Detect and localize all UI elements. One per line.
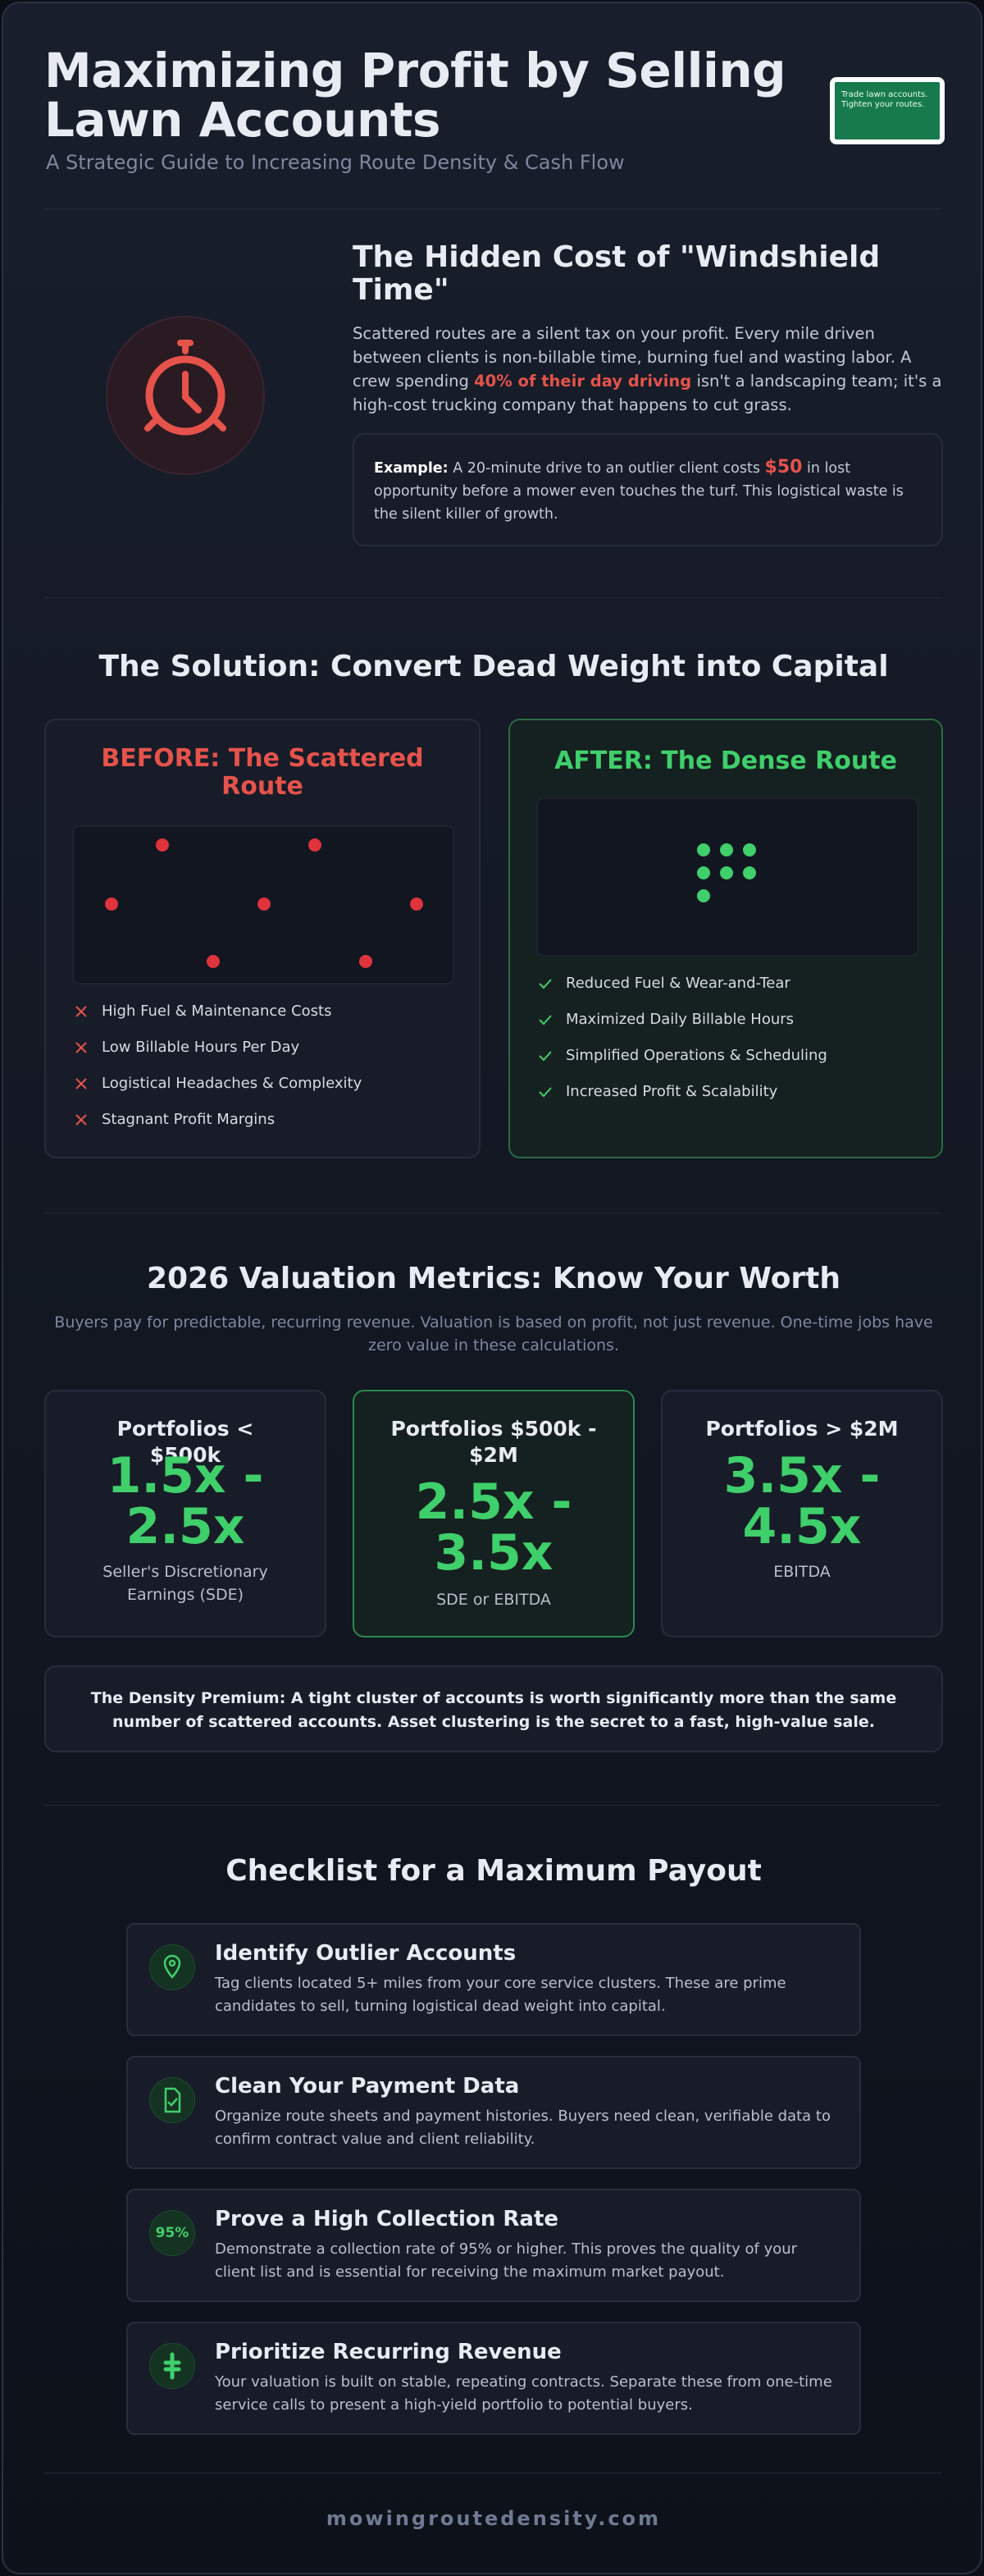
checklist-item: 95% Prove a High Collection Rate Demonstra… xyxy=(126,2189,861,2302)
bullet-icon xyxy=(75,1078,87,1089)
list-item: Low Billable Hours Per Day xyxy=(74,1039,299,1056)
bullet-icon xyxy=(539,1015,552,1025)
text: isn't a landscaping team; it's a high-co… xyxy=(353,372,942,414)
thumbnail: Trade lawn accounts. Tighten your routes… xyxy=(830,77,945,144)
multiple: 3.5x - 4.5x xyxy=(723,1447,881,1555)
valuation-card: Portfolios $500k - $2M 2.5x - 3.5x SDE or … xyxy=(353,1390,635,1637)
list-text: Increased Profit & Scalability xyxy=(566,1083,778,1100)
checklist-item: Clean Your Payment Data Organize route sh… xyxy=(126,2056,861,2169)
divider xyxy=(44,208,941,209)
item-icon xyxy=(149,1944,195,1990)
bullet-icon xyxy=(539,1087,552,1098)
basis: Seller's Discretionary Earnings (SDE) xyxy=(102,1563,268,1604)
bullet-icon xyxy=(75,1114,87,1126)
divider xyxy=(44,1805,941,1806)
list-text: Low Billable Hours Per Day xyxy=(102,1039,300,1056)
after-card: AFTER: The Dense Route Reduced Fuel & We… xyxy=(508,719,943,1158)
bullet-icon xyxy=(539,979,552,989)
list-item: Simplified Operations & Scheduling xyxy=(538,1047,827,1064)
item-title: Prioritize Recurring Revenue xyxy=(215,2340,562,2364)
highlight: 40% of their day driving xyxy=(474,372,692,391)
title-line: Lawn Accounts xyxy=(44,92,441,148)
list-text: High Fuel & Maintenance Costs xyxy=(102,1003,332,1020)
text: A 20-minute drive to an outlier client c… xyxy=(448,460,765,477)
body-text: Scattered routes are a silent tax on you… xyxy=(353,322,943,417)
badge: 95% xyxy=(155,2225,189,2241)
title: Maximizing Profit by Selling Lawn Account… xyxy=(44,46,786,144)
list-item: Reduced Fuel & Wear-and-Tear xyxy=(538,975,790,992)
multiple: 1.5x - 2.5x xyxy=(107,1447,264,1555)
list-item: High Fuel & Maintenance Costs xyxy=(74,1003,331,1020)
item-title: Clean Your Payment Data xyxy=(215,2074,520,2099)
label: Example: xyxy=(374,460,449,477)
list-item: Stagnant Profit Margins xyxy=(74,1111,275,1128)
valuation-card: Portfolios < $500k 1.5x - 2.5x Seller's Di… xyxy=(44,1390,326,1637)
section-title: The Solution: Convert Dead Weight into C… xyxy=(98,650,889,683)
list-text: Maximized Daily Billable Hours xyxy=(566,1011,795,1028)
item-icon: 95% xyxy=(149,2210,195,2256)
list-item: Increased Profit & Scalability xyxy=(538,1083,777,1100)
item-text: Demonstrate a collection rate of 95% or … xyxy=(215,2240,798,2281)
bullet-icon xyxy=(75,1042,87,1053)
footer: mowingroutedensity.com xyxy=(326,2507,662,2530)
subtitle: A Strategic Guide to Increasing Route De… xyxy=(46,151,625,174)
item-title: Identify Outlier Accounts xyxy=(215,1941,517,1966)
multiple: 2.5x - 3.5x xyxy=(415,1473,572,1582)
card-label: Portfolios > $2M xyxy=(705,1417,899,1441)
list-text: Simplified Operations & Scheduling xyxy=(566,1047,827,1064)
item-text: Organize route sheets and payment histor… xyxy=(215,2108,831,2148)
thumbnail-text: Trade lawn accounts. Tighten your routes… xyxy=(841,90,928,109)
item-text: Your valuation is built on stable, repea… xyxy=(215,2373,832,2414)
item-icon xyxy=(149,2077,195,2123)
highlight: $50 xyxy=(764,457,803,477)
item-title: Prove a High Collection Rate xyxy=(215,2207,559,2231)
section-title: Checklist for a Maximum Payout xyxy=(226,1854,762,1888)
card-label: Portfolios $500k - $2M xyxy=(390,1417,597,1467)
basis: EBITDA xyxy=(773,1563,831,1581)
icon xyxy=(163,2352,181,2380)
valuation-card: Portfolios > $2M 3.5x - 4.5x EBITDA xyxy=(661,1390,943,1637)
route-map xyxy=(536,797,918,957)
list-text: Reduced Fuel & Wear-and-Tear xyxy=(566,975,790,992)
list-text: Stagnant Profit Margins xyxy=(102,1111,276,1128)
bullet-icon xyxy=(539,1051,552,1062)
item-icon xyxy=(149,2343,195,2389)
title-line: Maximizing Profit by Selling xyxy=(44,43,786,98)
density-premium: The Density Premium: A tight cluster of … xyxy=(44,1665,943,1752)
icon xyxy=(164,2087,181,2113)
checklist-item: Identify Outlier Accounts Tag clients loc… xyxy=(126,1923,861,2036)
clock-icon xyxy=(106,316,265,475)
route-map xyxy=(72,825,454,984)
checklist-item: Prioritize Recurring Revenue Your valuati… xyxy=(126,2322,861,2435)
divider xyxy=(44,597,941,598)
card-title: AFTER: The Dense Route xyxy=(554,747,897,775)
before-card: BEFORE: The Scattered Route High Fuel & … xyxy=(44,719,481,1158)
example-box: Example: A 20-minute drive to an outlier… xyxy=(353,433,943,546)
section-title: 2026 Valuation Metrics: Know Your Worth xyxy=(146,1262,841,1295)
basis: SDE or EBITDA xyxy=(436,1591,551,1609)
bullet-icon xyxy=(75,1006,87,1017)
card-label: Portfolios < $500k xyxy=(116,1417,254,1467)
section-subtitle: Buyers pay for predictable, recurring re… xyxy=(54,1313,933,1354)
list-item: Maximized Daily Billable Hours xyxy=(538,1011,794,1028)
card-title: BEFORE: The Scattered Route xyxy=(101,744,424,801)
icon xyxy=(163,1954,181,1979)
text: in lost opportunity before a mower even … xyxy=(374,460,904,523)
item-text: Tag clients located 5+ miles from your c… xyxy=(215,1975,786,2015)
list-item: Logistical Headaches & Complexity xyxy=(74,1075,362,1092)
list-text: Logistical Headaches & Complexity xyxy=(102,1075,362,1092)
section-title: The Hidden Cost of "Windshield Time" xyxy=(353,240,881,307)
text: Scattered routes are a silent tax on you… xyxy=(353,324,912,391)
